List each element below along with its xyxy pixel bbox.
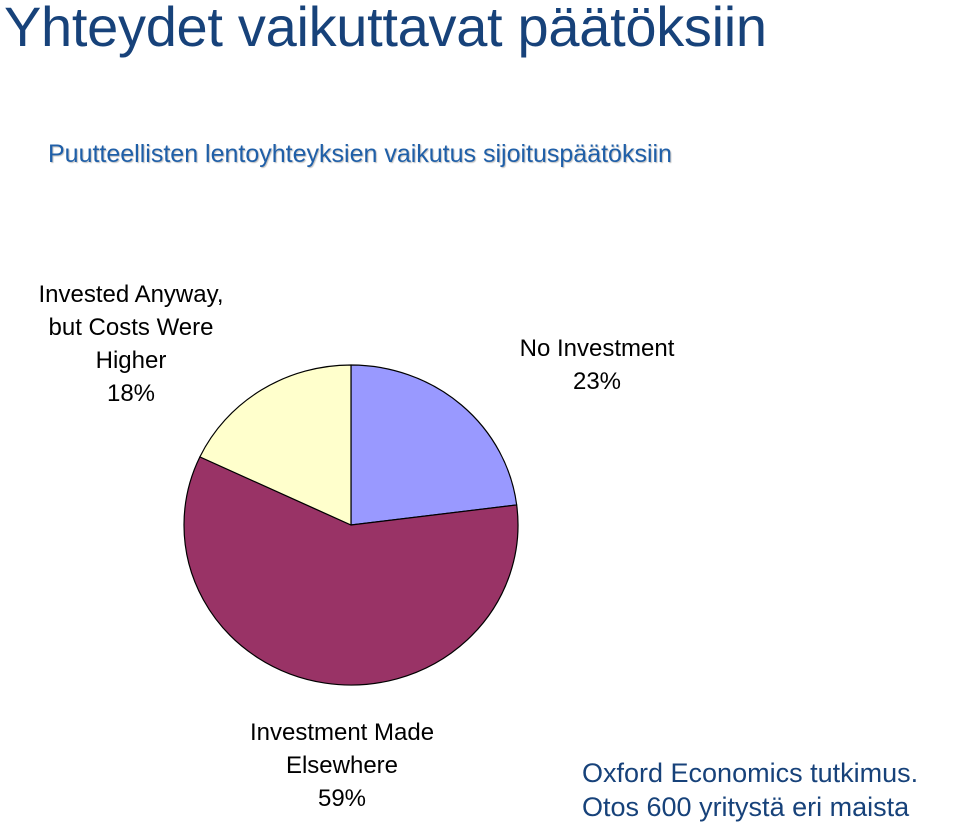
slice-category-label: but Costs Were [49, 314, 214, 341]
pie-slice [199, 364, 352, 526]
slice-category-label: No Investment [520, 335, 675, 362]
chart-title: Puutteellisten lentoyhteyksien vaikutus … [48, 140, 672, 168]
slice-label: Investment Made Elsewhere 59% [250, 719, 434, 812]
pie-labels: No Investment 23% Investment Made Elsewhere… [39, 281, 675, 812]
slice-label: Invested Anyway, but Costs Were Higher 18% [39, 281, 224, 407]
slice-category-label: Higher [96, 347, 167, 374]
pie-slice [350, 364, 518, 526]
slice-category-label: Elsewhere [286, 752, 398, 779]
slide-title: Yhteydet vaikuttavat päätöksiin [4, 0, 767, 58]
slice-category-label: Investment Made [250, 719, 434, 746]
source-line-1: Oxford Economics tutkimus. [582, 758, 919, 788]
pie-slices [183, 364, 519, 686]
source-note: Oxford Economics tutkimus. Otos 600 yrit… [582, 756, 918, 824]
pie-slice [183, 456, 519, 686]
slice-value-label: 59% [318, 785, 366, 812]
slice-value-label: 18% [107, 380, 155, 407]
slice-category-label: Invested Anyway, [39, 281, 224, 308]
slice-value-label: 23% [573, 368, 621, 395]
slice-label: No Investment 23% [520, 335, 675, 395]
source-line-2: Otos 600 yritystä eri maista [582, 792, 910, 822]
